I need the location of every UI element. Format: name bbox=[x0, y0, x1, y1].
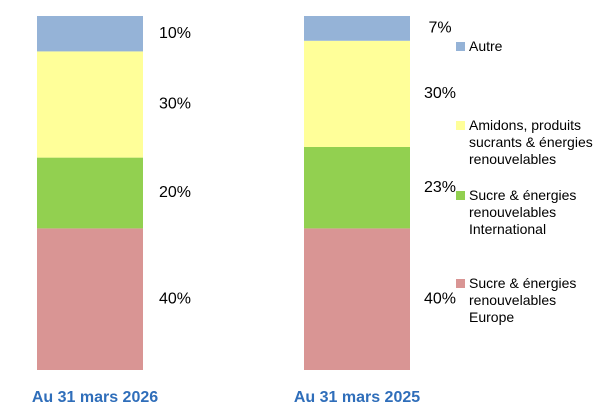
x-tick-label: Au 31 mars 2026 bbox=[32, 389, 158, 406]
legend-item: Amidons, produits sucrants & énergies re… bbox=[456, 117, 604, 168]
bar-segment bbox=[304, 16, 410, 41]
legend-label: Sucre & énergies renouvelables Internati… bbox=[469, 187, 577, 237]
data-label: 40% bbox=[424, 290, 456, 307]
legend-item: Sucre & énergies renouvelables Internati… bbox=[456, 187, 604, 238]
legend-label: Sucre & énergies renouvelables Europe bbox=[469, 275, 577, 325]
data-label: 30% bbox=[159, 96, 191, 113]
legend-item: Autre bbox=[456, 38, 604, 55]
legend-item: Sucre & énergies renouvelables Europe bbox=[456, 275, 604, 326]
bar-segment bbox=[304, 146, 410, 229]
legend-label: Amidons, produits sucrants & énergies re… bbox=[469, 117, 593, 167]
x-tick-label: Au 31 mars 2025 bbox=[294, 389, 420, 406]
legend-swatch bbox=[456, 191, 465, 200]
data-label: 40% bbox=[159, 290, 191, 307]
bar-segment bbox=[37, 16, 143, 52]
data-label: 10% bbox=[159, 25, 191, 42]
data-label: 7% bbox=[428, 20, 451, 37]
legend-swatch bbox=[456, 279, 465, 288]
bar-segment bbox=[304, 40, 410, 147]
bar-segment bbox=[37, 51, 143, 158]
bar-segment bbox=[304, 228, 410, 370]
data-label: 23% bbox=[424, 179, 456, 196]
data-label: 20% bbox=[159, 184, 191, 201]
legend-swatch bbox=[456, 42, 465, 51]
bar-segment bbox=[37, 157, 143, 229]
legend-swatch bbox=[456, 121, 465, 130]
data-label: 30% bbox=[424, 85, 456, 102]
bar-segment bbox=[37, 228, 143, 370]
legend-label: Autre bbox=[469, 38, 503, 54]
